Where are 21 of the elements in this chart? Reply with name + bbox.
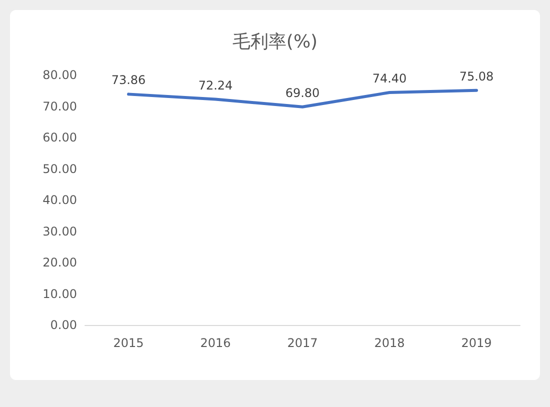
y-tick-label: 60.00 bbox=[42, 130, 77, 144]
x-tick-label: 2019 bbox=[461, 336, 492, 350]
x-tick-label: 2017 bbox=[287, 336, 318, 350]
x-tick-label: 2018 bbox=[374, 336, 405, 350]
data-label: 75.08 bbox=[459, 69, 494, 84]
y-tick-label: 80.00 bbox=[42, 68, 77, 82]
line-series bbox=[127, 88, 478, 108]
x-tick-label: 2015 bbox=[113, 336, 144, 350]
y-tick-label: 20.00 bbox=[42, 256, 77, 270]
y-tick-label: 40.00 bbox=[42, 193, 77, 207]
x-tick-label: 2016 bbox=[200, 336, 231, 350]
y-tick-label: 0.00 bbox=[50, 318, 77, 332]
y-tick-label: 10.00 bbox=[42, 286, 77, 301]
data-label: 73.86 bbox=[111, 73, 146, 88]
y-tick-label: 30.00 bbox=[42, 224, 77, 238]
y-tick-label: 50.00 bbox=[42, 162, 77, 176]
data-label: 72.24 bbox=[198, 78, 233, 92]
y-tick-label: 70.00 bbox=[42, 99, 77, 114]
data-label: 74.40 bbox=[372, 72, 407, 86]
chart-title: 毛利率(%) bbox=[232, 32, 318, 52]
data-label: 69.80 bbox=[285, 86, 320, 100]
